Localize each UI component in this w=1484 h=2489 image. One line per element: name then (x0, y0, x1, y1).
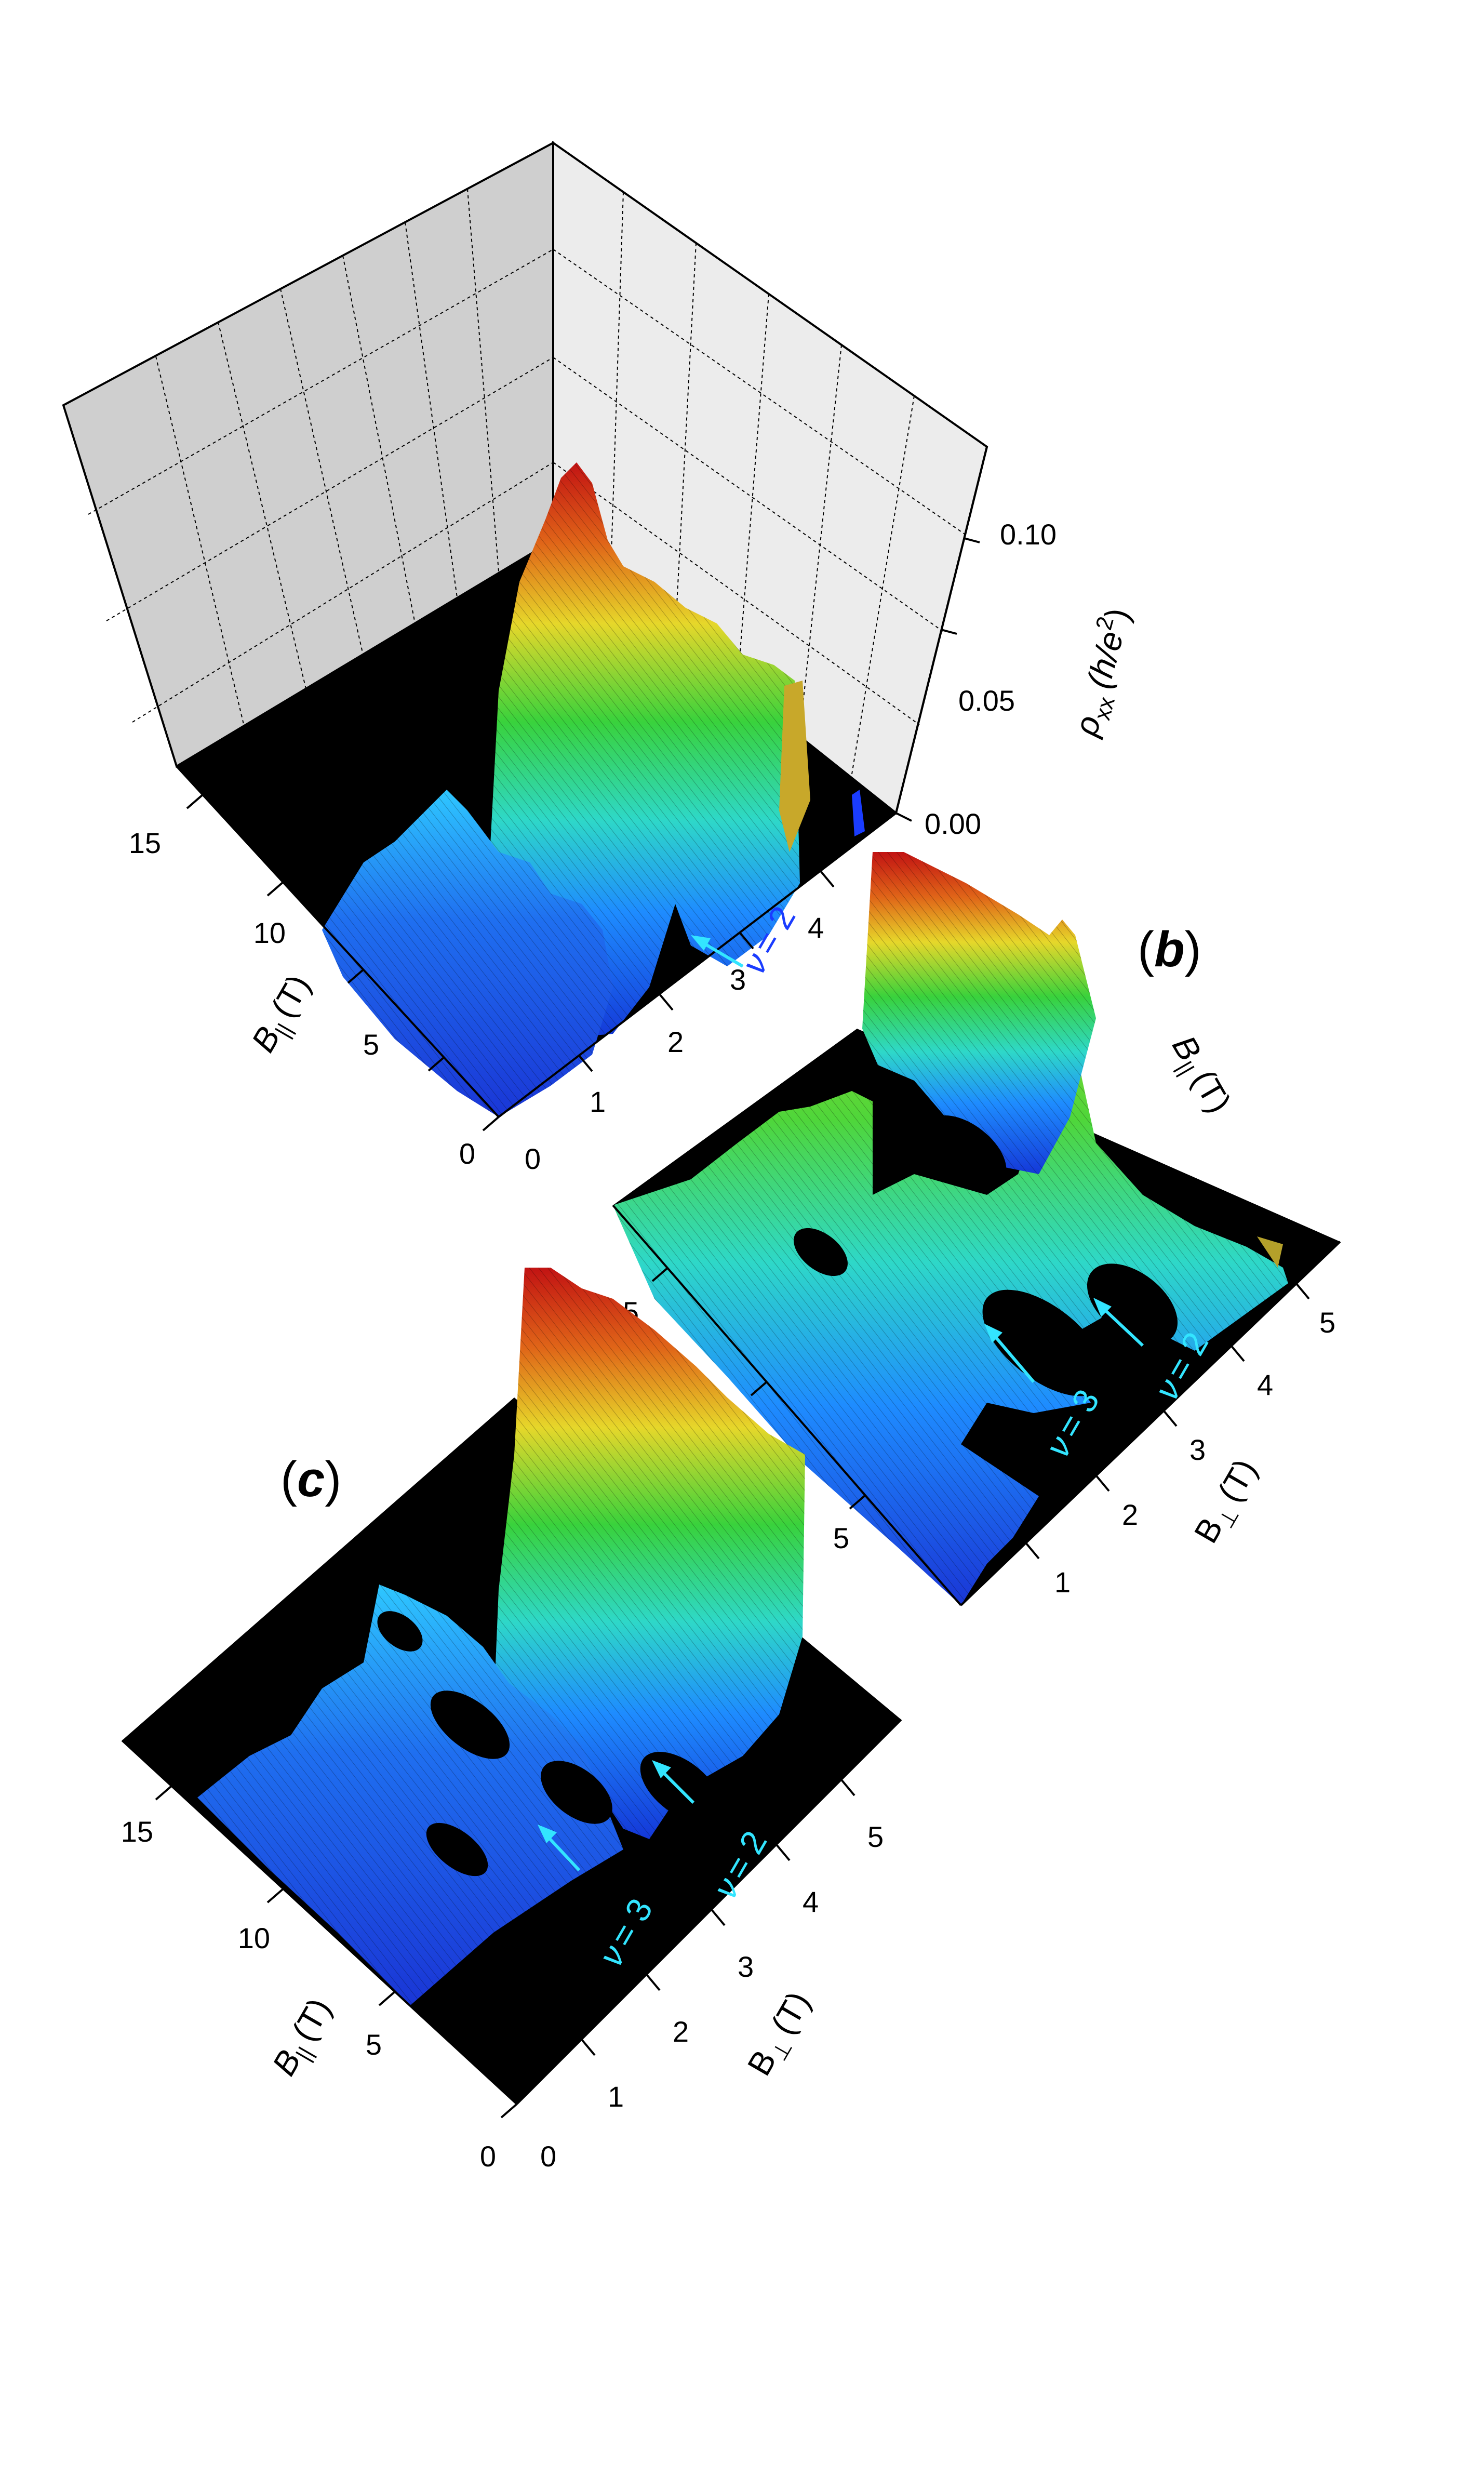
tick-b-bperp-3: 3 (1189, 1433, 1206, 1466)
nu-arrow-b-3 (988, 1329, 1035, 1383)
tick-b-bperp-1: 1 (1054, 1566, 1071, 1599)
surface-b-grain (613, 1034, 1288, 1605)
axis-b-bperp (960, 1241, 1341, 1606)
hole-c-1 (430, 1691, 510, 1759)
tick-b-bpar-5: 5 (833, 1522, 849, 1554)
hole-c-5 (426, 1822, 488, 1876)
axis-c-bperp (516, 1719, 902, 2105)
tick-b-bperp-5: 5 (1319, 1306, 1335, 1339)
axis-b-perp (498, 812, 897, 1118)
ticks-a (186, 537, 980, 1132)
axis-label-c-bperp: B⊥(T) (740, 1985, 822, 2084)
tick-b-bperp-2: 2 (1122, 1498, 1138, 1531)
axis-c-bpar (121, 1739, 518, 2105)
nu-arrowhead-a (691, 935, 711, 951)
hole-b-2 (982, 1289, 1106, 1396)
tick-a-bperp-0: 0 (525, 1142, 541, 1175)
surface-c-main-grain (493, 1268, 805, 1839)
axis-b-parallel (176, 765, 500, 1118)
panel-c: 15 10 5 0 0 1 2 3 4 5 B||(T) B⊥(T) (c) ν… (121, 1268, 902, 2173)
nu-arrowhead-b-2 (1093, 1298, 1112, 1317)
axis-label-b-bperp: B⊥(T) (1187, 1453, 1268, 1551)
axis-label-c-bpar: B||(T) (265, 1992, 342, 2084)
tick-a-bpar-5: 5 (363, 1028, 379, 1061)
hole-b-1 (926, 1115, 1007, 1186)
tick-c-bperp-0: 0 (540, 2140, 556, 2173)
tick-a-z-005: 0.05 (958, 684, 1015, 717)
tick-c-bperp-1: 1 (608, 2080, 624, 2113)
tick-c-bpar-10: 10 (238, 1922, 270, 1954)
panel-label-b: (b) (1138, 922, 1201, 977)
hole-b-3 (1087, 1263, 1178, 1345)
axis-label-a-bpar: B||(T) (244, 968, 322, 1061)
tick-b-bperp-4: 4 (1257, 1368, 1273, 1401)
ticks-b (651, 1267, 1310, 1560)
tick-a-z-000: 0.00 (925, 807, 981, 840)
axis-label-rho: ρxx(h/e2) (1063, 603, 1143, 742)
tick-c-bperp-2: 2 (673, 2015, 689, 2048)
panel-label-a: (a) (229, 750, 289, 806)
tick-a-bperp-1: 1 (590, 1085, 606, 1118)
nu-arrowhead-c-3 (538, 1825, 557, 1843)
ticks-c (155, 1779, 855, 2119)
tick-a-bperp-2: 2 (667, 1026, 684, 1058)
tick-c-bperp-5: 5 (867, 1820, 884, 1853)
hole-c-2 (541, 1761, 612, 1824)
tick-c-bpar-5: 5 (366, 2028, 382, 2061)
surface-low-ridges-grain (322, 790, 613, 1117)
tick-a-z-010: 0.10 (1000, 518, 1057, 551)
nu-arrowhead-b-3 (984, 1324, 1002, 1343)
hole-b-4 (794, 1228, 848, 1276)
tick-a-bpar-10: 10 (253, 916, 286, 949)
axis-b-bpar (612, 1204, 962, 1606)
tick-a-bperp-4: 4 (808, 911, 824, 944)
hole-c-4 (377, 1611, 423, 1652)
tick-a-bperp-3: 3 (730, 963, 746, 996)
surface-b-right-edge (1257, 1236, 1283, 1268)
tick-c-bperp-4: 4 (803, 1885, 819, 1918)
wall-gridlines (88, 189, 967, 775)
tick-a-bpar-15: 15 (129, 827, 161, 859)
panel-label-c: (c) (280, 1452, 341, 1507)
tick-a-bpar-0: 0 (459, 1137, 475, 1170)
rho-unit-open: (h/e (1079, 627, 1130, 692)
tick-c-bpar-0: 0 (480, 2140, 496, 2173)
surface-b-back-grain (862, 852, 1096, 1174)
surface-side-ridge-b (852, 790, 865, 836)
nu-arrowhead-c-2 (652, 1760, 671, 1778)
surface-c-low-grain (197, 1585, 623, 2005)
tick-c-bpar-15: 15 (121, 1815, 153, 1848)
axis-label-b-bpar: B||(T) (1161, 1029, 1238, 1122)
panel-a: 15 10 5 0 0 1 2 3 4 0.00 0.05 0.10 ρxx(h… (62, 141, 1143, 1175)
surface-main-peak-grain (488, 462, 800, 1039)
surface-side-ridge (779, 681, 810, 852)
tick-c-bperp-3: 3 (738, 1950, 754, 1983)
